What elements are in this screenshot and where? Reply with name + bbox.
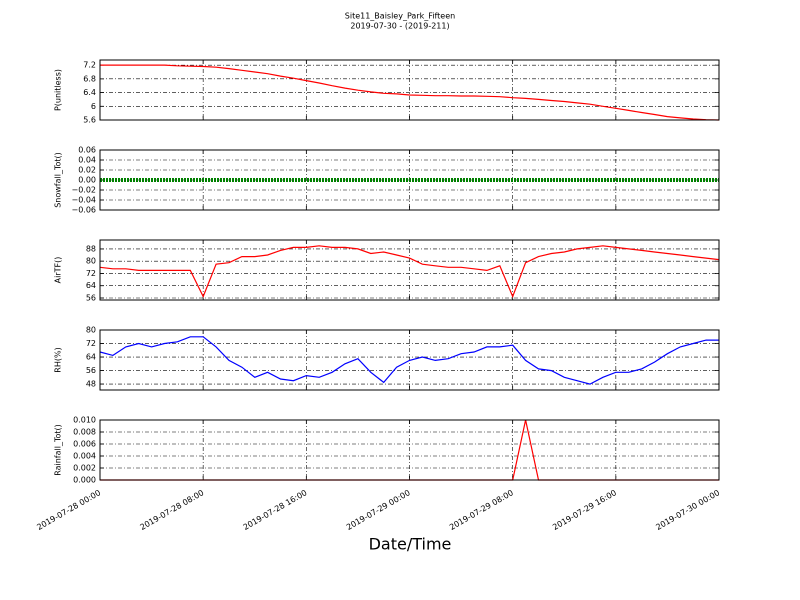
x-tick-label: 2019-07-28 08:00	[138, 488, 205, 532]
y-tick-label: 80	[86, 326, 96, 335]
x-axis-label: Date/Time	[369, 535, 452, 554]
y-axis-label: Snowfall_Tot()	[54, 152, 63, 208]
x-tick-label: 2019-07-28 00:00	[35, 488, 102, 532]
y-tick-label: −0.06	[71, 206, 96, 215]
y-tick-label: 0.000	[73, 476, 96, 485]
y-tick-label: 80	[86, 257, 96, 266]
x-tick-label: 2019-07-29 16:00	[551, 488, 618, 532]
y-tick-label: 0.008	[73, 428, 96, 437]
y-axis-label: Rainfall_Tot()	[54, 424, 63, 476]
chart-subtitle: 2019-07-30 - (2019-211)	[350, 22, 449, 31]
y-tick-label: 88	[86, 244, 96, 253]
y-tick-label: 6.8	[83, 74, 96, 83]
chart-title: Site11_Baisley_Park_Fifteen	[345, 12, 455, 21]
x-tick-label: 2019-07-29 08:00	[448, 488, 515, 532]
y-axis-label: P(unitless)	[54, 69, 63, 111]
y-tick-label: 6	[91, 102, 96, 111]
plot-frame	[99, 419, 720, 481]
y-tick-label: 56	[86, 366, 96, 375]
y-tick-label: 5.6	[83, 116, 96, 125]
plot-frame	[99, 149, 720, 211]
y-tick-label: 0.00	[78, 176, 96, 185]
y-tick-label: 48	[86, 380, 96, 389]
x-tick-label: 2019-07-28 16:00	[242, 488, 309, 532]
y-tick-label: 0.004	[73, 452, 96, 461]
y-tick-label: 0.010	[73, 416, 96, 425]
plot-frame	[99, 329, 720, 391]
y-tick-label: 7.2	[83, 61, 96, 70]
plot-frame	[99, 239, 720, 301]
y-tick-label: 56	[86, 294, 96, 303]
data-line	[99, 336, 719, 385]
x-tick-label: 2019-07-29 00:00	[345, 488, 412, 532]
plot-frame	[99, 59, 720, 121]
data-line	[100, 64, 720, 121]
y-tick-label: −0.04	[71, 196, 96, 205]
x-tick-label: 2019-07-30 00:00	[654, 488, 721, 532]
y-tick-label: 64	[86, 353, 96, 362]
y-axis-label: AirTF()	[54, 257, 63, 284]
y-tick-label: −0.02	[71, 186, 96, 195]
data-line	[99, 245, 720, 299]
y-tick-label: 72	[86, 339, 96, 348]
y-tick-label: 0.02	[78, 166, 96, 175]
y-tick-label: 64	[86, 281, 96, 290]
y-tick-label: 72	[86, 269, 96, 278]
y-tick-label: 0.002	[73, 464, 96, 473]
y-axis-label: RH(%)	[54, 347, 63, 372]
y-tick-label: 0.04	[78, 156, 96, 165]
y-tick-label: 6.4	[83, 88, 96, 97]
y-tick-label: 0.06	[78, 146, 96, 155]
y-tick-label: 0.006	[73, 440, 96, 449]
